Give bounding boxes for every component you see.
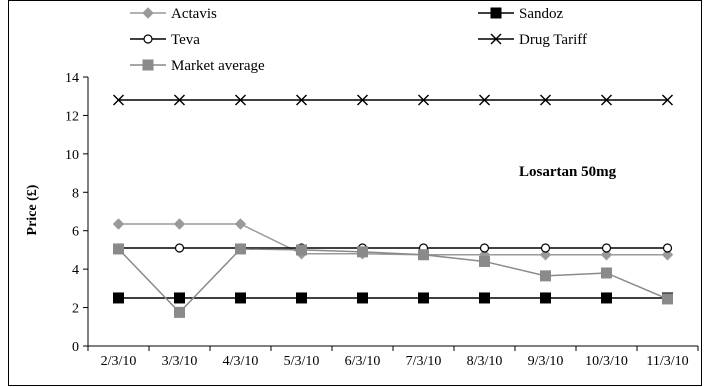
data-point-sandoz (296, 292, 307, 304)
series-line-market-average (117, 248, 668, 314)
y-tick-label: 6 (72, 225, 79, 240)
legend-item-sandoz: Sandoz (478, 6, 564, 22)
y-axis-label: Price (£) (25, 184, 40, 235)
legend-label: Actavis (171, 6, 217, 22)
y-tick-label: 10 (65, 148, 79, 163)
data-point-sandoz (113, 292, 124, 304)
chart-annotation: Losartan 50mg (519, 164, 617, 180)
data-point-sandoz (601, 292, 612, 304)
legend-marker (143, 34, 153, 44)
x-tick-label: 10/3/10 (585, 354, 628, 369)
data-point-actavis (173, 218, 186, 230)
data-point-actavis (661, 249, 674, 261)
data-point-sandoz (479, 292, 490, 304)
x-tick-label: 4/3/10 (223, 354, 259, 369)
y-tick-label: 8 (72, 186, 79, 201)
data-point-sandoz (418, 292, 429, 304)
x-tick-label: 6/3/10 (345, 354, 381, 369)
data-point-market-average (479, 255, 490, 267)
data-point-drug-tariff (418, 94, 429, 106)
data-point-drug-tariff (235, 94, 246, 106)
legend-label: Market average (171, 58, 265, 74)
data-point-teva (601, 243, 612, 253)
y-tick-label: 0 (72, 340, 79, 355)
x-marker-stroke (235, 94, 246, 106)
legend-marker (490, 33, 502, 45)
x-marker-stroke (601, 94, 612, 106)
data-point-teva (662, 243, 673, 253)
data-point-drug-tariff (174, 94, 185, 106)
data-point-market-average (540, 270, 551, 282)
data-point-market-average (662, 293, 673, 305)
x-tick-label: 3/3/10 (162, 354, 198, 369)
series-layer (112, 94, 674, 318)
legend-label: Drug Tariff (519, 32, 587, 48)
data-point-sandoz (235, 292, 246, 304)
series-line-actavis (118, 223, 668, 256)
data-point-market-average (357, 246, 368, 258)
legend-item-market-average: Market average (130, 58, 265, 74)
data-point-actavis (539, 249, 552, 261)
series-drug-tariff (113, 94, 673, 106)
data-point-actavis (112, 218, 125, 230)
legend-marker (142, 7, 154, 19)
y-tick-label: 14 (65, 71, 79, 86)
data-point-teva (540, 243, 551, 253)
data-point-market-average (418, 249, 429, 261)
legend-item-drug-tariff: Drug Tariff (478, 32, 587, 48)
legend-item-teva: Teva (130, 32, 200, 48)
series-market-average (113, 243, 673, 318)
x-marker-stroke (662, 94, 673, 106)
data-point-actavis (600, 249, 613, 261)
x-marker-stroke (296, 94, 307, 106)
data-point-drug-tariff (357, 94, 368, 106)
data-point-teva (479, 243, 490, 253)
axes: 0 2 4 6 8 10 12 14 2/3/10 3/3/10 4/3/10 5/3/10 6/3/1… (65, 71, 699, 369)
data-point-market-average (174, 306, 185, 318)
data-point-market-average (296, 244, 307, 256)
legend-label: Sandoz (519, 6, 564, 22)
x-tick-label: 2/3/10 (101, 354, 137, 369)
data-point-drug-tariff (662, 94, 673, 106)
legend-item-actavis: Actavis (130, 6, 217, 22)
data-point-sandoz (540, 292, 551, 304)
data-point-market-average (601, 267, 612, 279)
data-point-actavis (234, 218, 247, 230)
x-tick-label: 8/3/10 (467, 354, 503, 369)
x-marker-stroke (113, 94, 124, 106)
x-marker-stroke (174, 94, 185, 106)
data-point-sandoz (357, 292, 368, 304)
x-tick-label: 7/3/10 (406, 354, 442, 369)
data-point-drug-tariff (113, 94, 124, 106)
legend-label: Teva (171, 32, 200, 48)
x-marker-stroke (540, 94, 551, 106)
data-point-drug-tariff (601, 94, 612, 106)
chart-frame (8, 0, 702, 386)
data-point-teva (174, 243, 185, 253)
data-point-market-average (113, 243, 124, 255)
y-tick-label: 4 (72, 263, 79, 278)
y-tick-label: 12 (65, 109, 79, 124)
legend: Actavis Sandoz Teva Drug Tariff Market avera… (130, 6, 587, 74)
x-tick-label: 9/3/10 (528, 354, 564, 369)
data-point-sandoz (174, 292, 185, 304)
y-tick-label: 2 (72, 302, 79, 317)
x-tick-label: 5/3/10 (284, 354, 320, 369)
x-marker-stroke (357, 94, 368, 106)
data-point-drug-tariff (479, 94, 490, 106)
data-point-market-average (235, 243, 246, 255)
legend-marker (490, 7, 502, 19)
data-point-drug-tariff (296, 94, 307, 106)
x-marker-stroke (418, 94, 429, 106)
x-tick-label: 11/3/10 (646, 354, 688, 369)
legend-marker (142, 59, 154, 71)
x-marker-stroke (490, 33, 502, 45)
x-marker-stroke (479, 94, 490, 106)
data-point-drug-tariff (540, 94, 551, 106)
